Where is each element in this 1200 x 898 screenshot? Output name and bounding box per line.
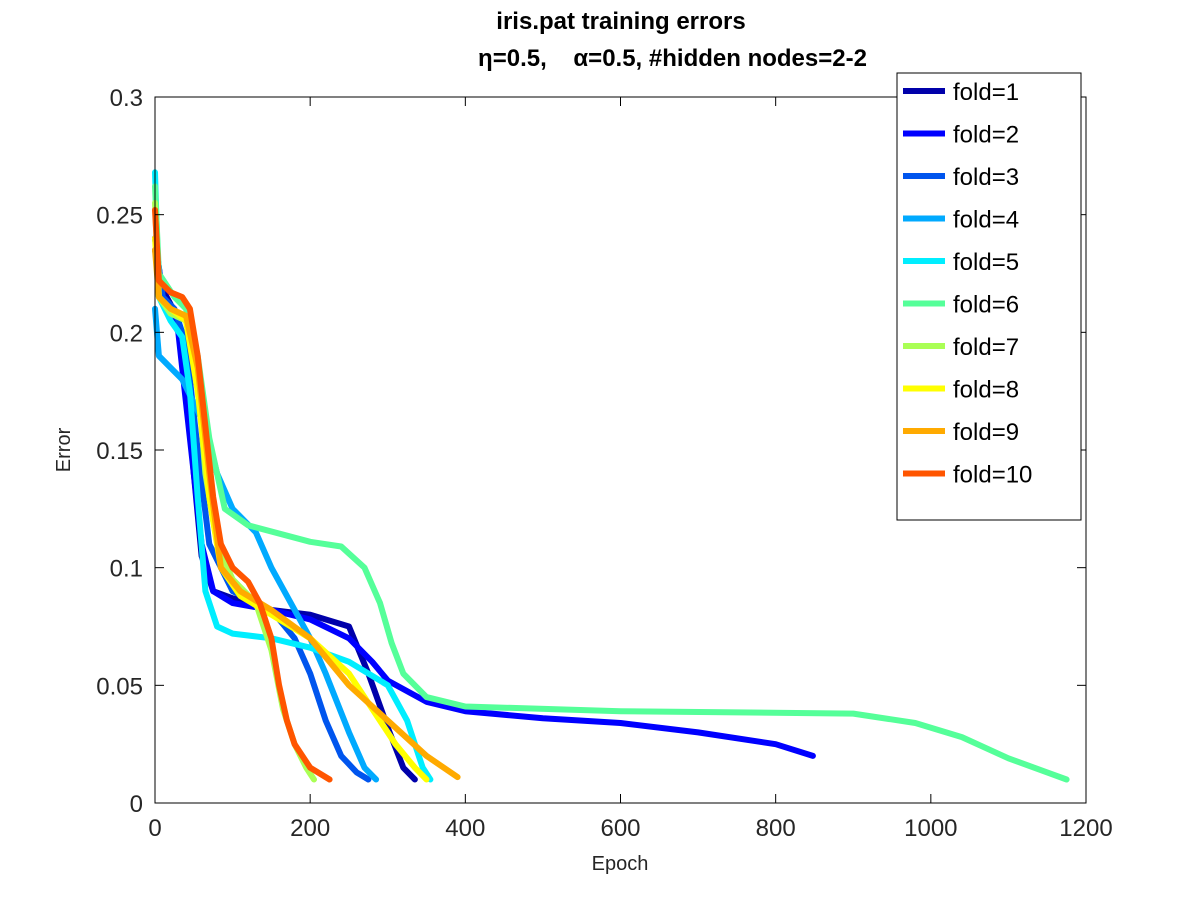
y-tick-label: 0.15 — [96, 438, 143, 465]
x-tick-label: 200 — [290, 815, 330, 842]
x-axis-label: Epoch — [592, 853, 649, 875]
legend-label: fold=8 — [953, 377, 1019, 404]
series-line-fold-2 — [152, 235, 816, 759]
legend-label: fold=4 — [953, 207, 1019, 234]
y-tick-label: 0.05 — [96, 673, 143, 700]
legend-label: fold=6 — [953, 292, 1019, 319]
series-line-fold-10 — [152, 207, 333, 783]
legend-box — [896, 72, 1082, 521]
series-line-fold-4 — [152, 305, 380, 783]
legend-label: fold=9 — [953, 419, 1019, 446]
legend: fold=1 fold=2 fold=3 fold=4 fold=5 fold=6 fold… — [896, 72, 1082, 521]
legend-label: fold=1 — [953, 79, 1019, 106]
x-tick-label: 1000 — [904, 815, 957, 842]
legend-label: fold=10 — [953, 462, 1032, 489]
y-tick-label: 0.25 — [96, 203, 143, 230]
chart-subtitle: η=0.5, α=0.5, #hidden nodes=2-2 — [478, 45, 867, 72]
y-tick-label: 0 — [130, 791, 143, 818]
chart-title: iris.pat training errors — [496, 8, 746, 35]
series-line-fold-5 — [152, 169, 434, 783]
x-tick-label: 0 — [148, 815, 161, 842]
legend-label: fold=7 — [953, 334, 1019, 361]
x-tick-label: 800 — [756, 815, 796, 842]
legend-label: fold=5 — [953, 249, 1019, 276]
legend-label: fold=3 — [953, 164, 1019, 191]
y-tick-label: 0.1 — [110, 556, 143, 583]
x-tick-label: 1200 — [1059, 815, 1112, 842]
series-layer — [152, 169, 1070, 783]
y-tick-label: 0.2 — [110, 320, 143, 347]
x-tick-label: 600 — [600, 815, 640, 842]
y-tick-label: 0.3 — [110, 85, 143, 112]
legend-label: fold=2 — [953, 122, 1019, 149]
series-line-fold-9 — [152, 247, 461, 781]
axes: 0 200 400 600 800 1000 1200 0 0.05 0.1 0.15 0.2 0.25… — [96, 85, 1112, 842]
y-axis-label: Error — [53, 427, 75, 472]
x-tick-label: 400 — [445, 815, 485, 842]
series-line-fold-7 — [152, 199, 317, 783]
